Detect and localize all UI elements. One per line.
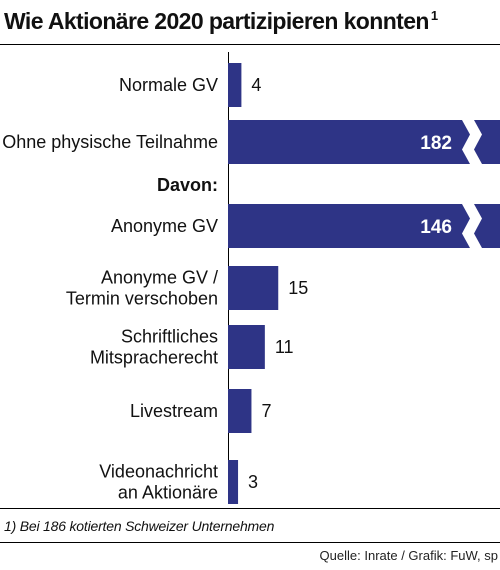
category-label: Videonachricht an Aktionäre (99, 462, 218, 503)
category-label: Davon: (157, 175, 218, 195)
category-label-line: Videonachricht (99, 462, 218, 482)
category-label: Anonyme GV / Termin verschoben (66, 268, 218, 309)
category-label-line: Anonyme GV (111, 216, 218, 236)
data-label: 7 (261, 401, 271, 421)
top-rule (0, 44, 500, 45)
footnote: 1) Bei 186 kotierten Schweizer Unternehm… (4, 518, 275, 534)
bar (228, 389, 252, 433)
bar-chart: Normale GV 4 Ohne physische Teilnahme 182 Da… (2, 52, 500, 504)
bar (228, 266, 279, 310)
source-credit: Quelle: Inrate / Grafik: FuW, sp (319, 548, 498, 563)
bar (228, 325, 265, 369)
category-label-line: Normale GV (119, 75, 218, 95)
category-label-line: an Aktionäre (118, 483, 218, 503)
footnote-rule (0, 542, 500, 543)
category-label-line: Ohne physische Teilnahme (2, 132, 218, 152)
category-label-line: Mitspracherecht (90, 348, 218, 368)
data-label: 4 (251, 75, 261, 95)
category-label-line: Davon: (157, 175, 218, 195)
title-footnote-mark: 1 (430, 8, 438, 24)
bar (228, 204, 470, 248)
category-label-line: Termin verschoben (66, 289, 218, 309)
bar (228, 460, 239, 504)
data-label: 146 (420, 217, 452, 238)
category-label: Ohne physische Teilnahme (2, 132, 218, 152)
category-label: Schriftliches Mitspracherecht (90, 327, 218, 368)
category-label: Normale GV (119, 75, 218, 95)
chart-title: Wie Aktionäre 2020 partizipieren konnten… (4, 8, 438, 34)
category-label-line: Livestream (130, 401, 218, 421)
data-label: 3 (248, 472, 258, 492)
category-label: Livestream (130, 401, 218, 421)
category-label-line: Anonyme GV / (101, 268, 218, 288)
bar-continuation (474, 120, 500, 164)
data-label: 15 (288, 278, 308, 298)
bar (228, 63, 242, 107)
category-label-line: Schriftliches (121, 327, 218, 347)
category-label: Anonyme GV (111, 216, 218, 236)
bottom-rule (0, 508, 500, 509)
data-label: 11 (275, 337, 294, 357)
bar-continuation (474, 204, 500, 248)
bar (228, 120, 470, 164)
data-label: 182 (420, 133, 452, 154)
